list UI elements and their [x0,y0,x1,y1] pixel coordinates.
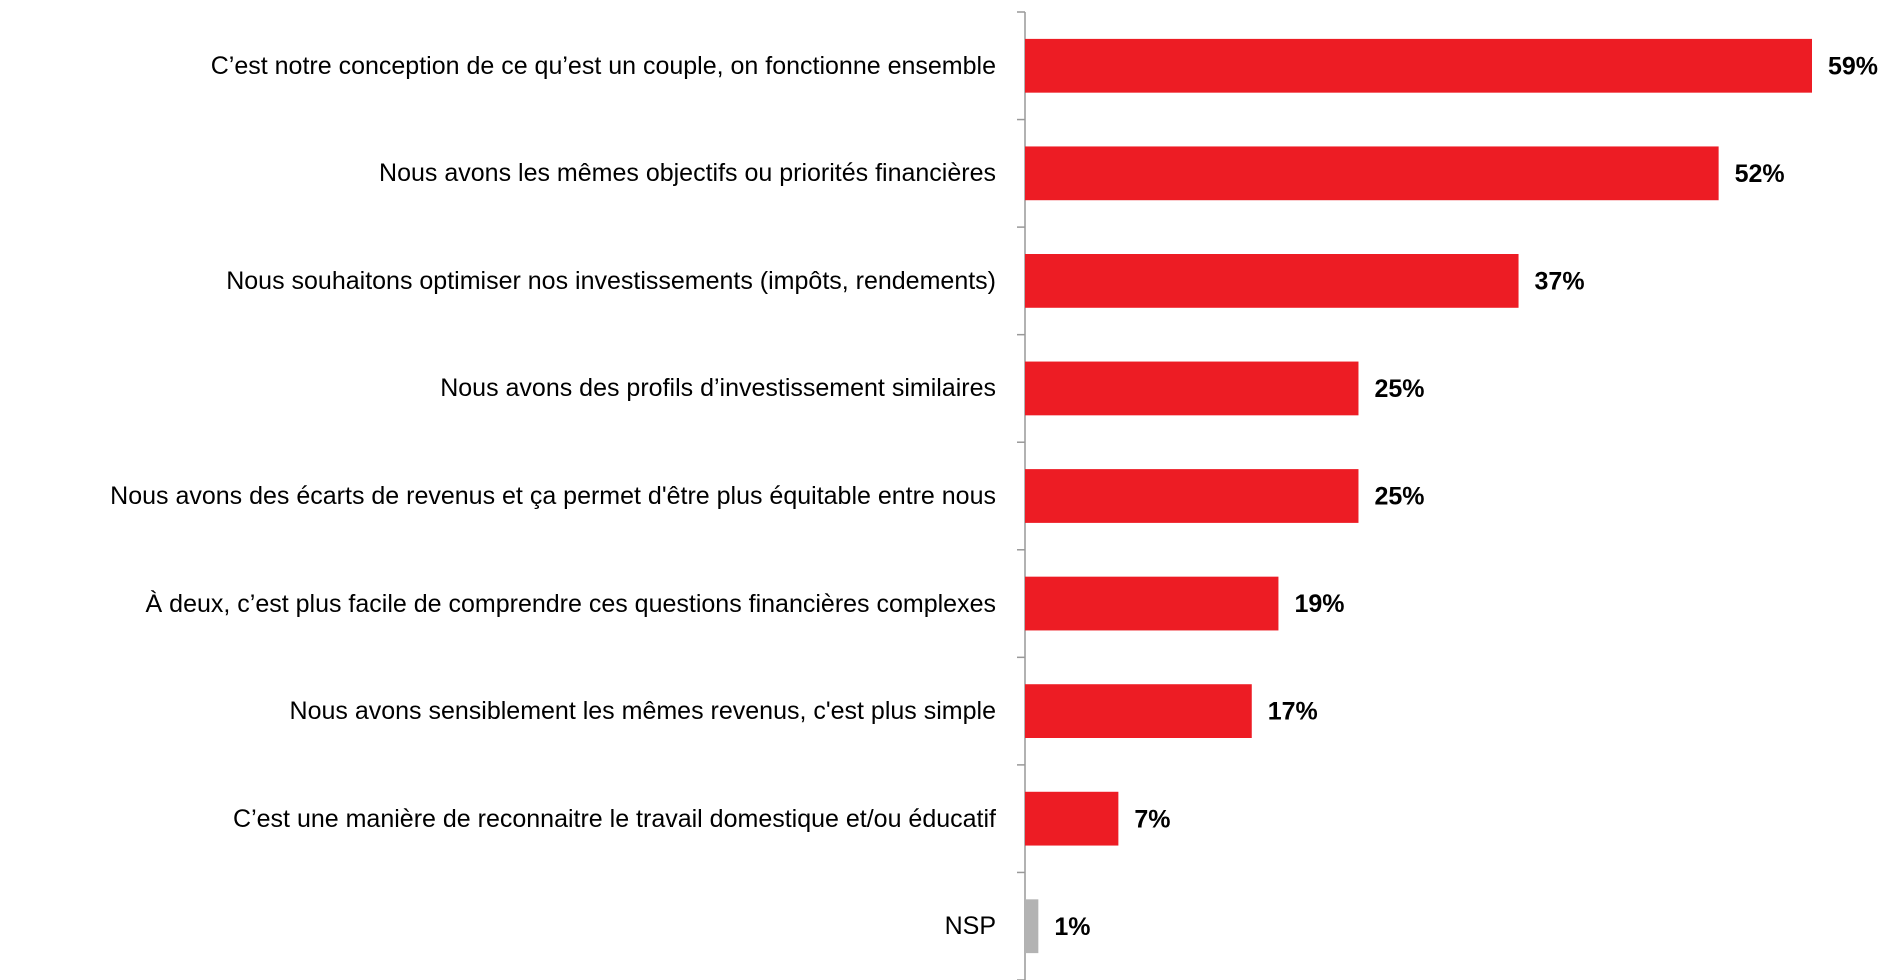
category-label-box: Nous avons sensiblement les mêmes revenu… [0,657,996,765]
value-label: 19% [1294,590,1344,618]
bar [1025,361,1359,416]
category-label: Nous avons des écarts de revenus et ça p… [110,481,996,510]
category-label-box: NSP [0,872,996,980]
value-label: 7% [1134,805,1170,833]
category-label-box: Nous avons des profils d’investissement … [0,335,996,443]
category-label-box: C’est une manière de reconnaitre le trav… [0,765,996,873]
bar [1025,38,1812,93]
value-label: 25% [1374,375,1424,403]
category-label: Nous avons sensiblement les mêmes revenu… [289,697,996,726]
category-label-box: Nous souhaitons optimiser nos investisse… [0,227,996,335]
category-label-box: Nous avons les mêmes objectifs ou priori… [0,120,996,228]
category-label-box: À deux, c’est plus facile de comprendre … [0,550,996,658]
value-label: 37% [1535,267,1585,295]
category-label: C’est une manière de reconnaitre le trav… [233,804,996,833]
value-label: 1% [1054,913,1090,941]
category-label-box: Nous avons des écarts de revenus et ça p… [0,442,996,550]
bar [1025,254,1519,308]
value-label: 17% [1268,698,1318,726]
value-label: 59% [1828,52,1878,80]
bar [1025,469,1359,523]
value-label: 25% [1374,483,1424,511]
bar [1025,791,1119,846]
category-label: C’est notre conception de ce qu’est un c… [210,51,996,80]
category-label: NSP [944,912,996,941]
value-label: 52% [1735,160,1785,188]
category-label: Nous avons des profils d’investissement … [440,374,996,403]
category-label: À deux, c’est plus facile de comprendre … [145,589,996,618]
category-label-box: C’est notre conception de ce qu’est un c… [0,12,996,120]
category-label: Nous souhaitons optimiser nos investisse… [226,266,996,295]
bar [1025,146,1719,201]
category-label: Nous avons les mêmes objectifs ou priori… [379,159,996,188]
bar [1025,899,1039,954]
bar [1025,684,1252,738]
bar [1025,576,1279,631]
